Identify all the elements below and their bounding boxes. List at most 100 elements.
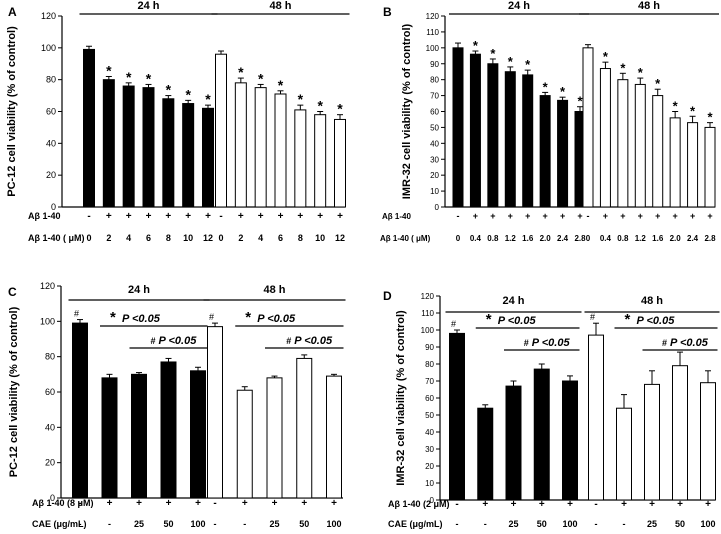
y-tick-label: 50 <box>430 123 439 132</box>
treatment-mark: + <box>673 211 678 221</box>
concentration-label: 50 <box>675 519 685 529</box>
significance-mark: # <box>590 312 595 322</box>
significance-mark: # <box>74 309 79 319</box>
concentration-label: 6 <box>146 233 151 243</box>
concentration-label: 10 <box>315 233 325 243</box>
concentration-label: 2.8 <box>574 234 586 243</box>
panel-b: B 0 10 20 30 40 50 60 70 80 90 100 110 120 IMR-32 cell… <box>380 0 719 243</box>
treatment-mark: + <box>242 498 248 509</box>
treatment-mark: + <box>165 211 171 222</box>
treatment-mark: + <box>146 211 152 222</box>
significance-mark: * <box>258 70 264 86</box>
y-tick-label: 60 <box>46 107 56 117</box>
y-tick-label: 120 <box>41 11 56 21</box>
bar <box>236 389 253 499</box>
y-tick-label: 40 <box>46 138 56 148</box>
y-tick-label: 0 <box>435 203 440 212</box>
treatment-mark: + <box>707 211 712 221</box>
series-1: 48 h - 0 * +2 * +4 * +6 * +8 * +10 * +12 <box>211 0 350 243</box>
significance-mark: * <box>603 49 609 64</box>
y-axis-label: PC-12 cell viability (% of control) <box>8 306 20 477</box>
series-1: 48 h - 0 * +0.4 * +0.8 * +1.2 * +1.6 * +2.0 * +2.4 * +2.… <box>579 0 719 243</box>
series-0: 24 h#--+-+25+50+100* P <0.05# P <0.05 <box>445 295 582 529</box>
bar <box>190 370 206 499</box>
bracket-p-value: P <0.05 <box>637 315 676 327</box>
bar <box>582 47 594 208</box>
group-header-label: 48 h <box>641 295 663 307</box>
group-header-label: 24 h <box>502 295 524 307</box>
bar <box>557 99 569 208</box>
significance-mark: * <box>577 94 583 109</box>
treatment-mark: - <box>78 498 81 509</box>
bar <box>102 79 115 208</box>
bracket-p-value: P <0.05 <box>122 313 161 325</box>
y-tick-label: 0 <box>430 496 435 505</box>
bracket-mark: * <box>625 311 631 328</box>
concentration-label: 100 <box>190 519 205 529</box>
group-header-label: 48 h <box>638 0 660 12</box>
y-tick-label: 110 <box>426 28 439 37</box>
y-tick-label: 30 <box>425 445 434 454</box>
treatment-mark: + <box>655 211 660 221</box>
y-tick-label: 90 <box>430 60 439 69</box>
y-tick-label: 120 <box>40 281 55 291</box>
treatment-mark: - <box>455 499 458 510</box>
y-tick-label: 0 <box>51 202 56 212</box>
y-tick-label: 30 <box>430 155 439 164</box>
significance-mark: * <box>106 62 112 78</box>
significance-mark: * <box>673 99 679 114</box>
panel-letter: C <box>8 285 17 299</box>
y-tick-label: 120 <box>426 12 440 21</box>
treatment-mark: - <box>213 498 216 509</box>
treatment-mark: + <box>136 498 142 509</box>
bar <box>616 407 632 501</box>
bar <box>617 79 629 208</box>
bar <box>101 377 118 499</box>
significance-mark: * <box>690 103 696 118</box>
treatment-mark: + <box>508 211 513 221</box>
bracket-p-value: P <0.05 <box>294 335 333 347</box>
concentration-row-label: CAE (μg/mL) <box>388 519 443 529</box>
concentration-label: 2.0 <box>670 234 682 243</box>
significance-mark: * <box>317 98 323 114</box>
concentration-label: 25 <box>647 519 657 529</box>
treatment-row-label: Aβ 1-40 <box>382 212 411 221</box>
significance-mark: * <box>525 57 531 72</box>
significance-mark: * <box>298 91 304 107</box>
y-tick-label: 90 <box>425 343 434 352</box>
y-tick-label: 40 <box>45 422 55 432</box>
y-tick-label: 0 <box>50 493 55 503</box>
significance-mark: * <box>166 82 172 98</box>
bracket-mark: # <box>286 336 291 346</box>
bar <box>314 114 327 208</box>
bar <box>522 74 534 208</box>
bar <box>334 118 346 208</box>
y-tick-label: 50 <box>425 411 434 420</box>
concentration-label: 0.8 <box>487 234 499 243</box>
y-tick-label: 60 <box>45 387 55 397</box>
y-tick-label: 120 <box>421 292 435 301</box>
treatment-mark: + <box>331 498 337 509</box>
concentration-label: 100 <box>326 519 341 529</box>
treatment-mark: + <box>258 211 264 222</box>
bar <box>562 380 578 501</box>
bar <box>477 407 494 501</box>
y-tick-label: 80 <box>45 352 55 362</box>
concentration-label: 25 <box>269 519 279 529</box>
bracket-p-value: P <0.05 <box>257 313 296 325</box>
y-tick-label: 100 <box>421 326 435 335</box>
bar <box>505 385 522 501</box>
bar <box>487 63 499 208</box>
concentration-label: 50 <box>299 519 309 529</box>
treatment-mark: + <box>638 211 643 221</box>
concentration-label: 0 <box>218 233 223 243</box>
bar <box>599 68 611 208</box>
y-axis-label: PC-12 cell viability (% of control) <box>6 26 18 197</box>
concentration-label: 25 <box>508 519 518 529</box>
significance-mark: * <box>490 46 496 61</box>
y-axis-label: IMR-32 cell viability (% of control) <box>395 310 407 486</box>
treatment-mark: - <box>587 211 590 221</box>
bar <box>588 334 604 501</box>
concentration-label: 2 <box>106 233 111 243</box>
